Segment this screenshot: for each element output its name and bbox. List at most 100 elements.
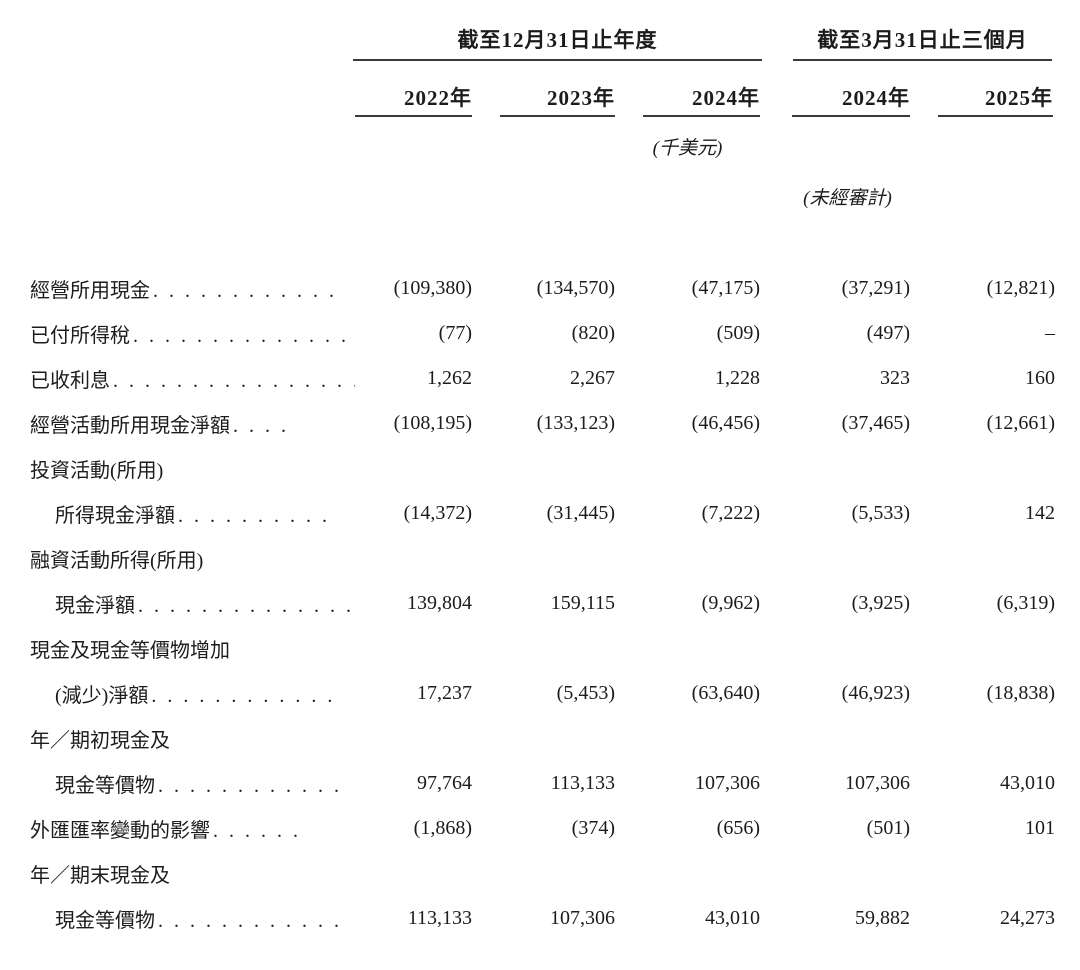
row-label: 現金及現金等價物增加 — [30, 640, 230, 662]
value-cell: (5,453) — [556, 682, 615, 704]
dot-leader: ...... — [213, 820, 309, 842]
currency-unit-note: (千美元) — [652, 138, 723, 159]
value-cell: 142 — [1025, 502, 1055, 524]
value-cell: (12,821) — [986, 277, 1055, 299]
value-cell: (374) — [571, 817, 615, 839]
value-cell: 107,306 — [695, 772, 760, 794]
value-cell: (46,923) — [841, 682, 910, 704]
row-label: 經營所用現金 — [30, 280, 150, 302]
value-cell: (7,222) — [701, 502, 760, 524]
row-label: 外匯匯率變動的影響 — [30, 820, 210, 842]
value-cell: 113,133 — [550, 772, 615, 794]
value-cell: (6,319) — [996, 592, 1055, 614]
year-column-header: 2024年 — [643, 82, 760, 117]
table-row: 年／期初現金及 — [30, 716, 1055, 761]
value-cell: 17,237 — [417, 682, 472, 704]
value-cell: (134,570) — [536, 277, 615, 299]
row-label-cell: 年／期末現金及 — [30, 859, 355, 888]
row-label-cell: 已付所得稅.............. — [30, 319, 355, 348]
table-row: 現金及現金等價物增加 — [30, 626, 1055, 671]
value-cell: 159,115 — [550, 592, 615, 614]
value-cell: (109,380) — [393, 277, 472, 299]
table-row: 融資活動所得(所用) — [30, 536, 1055, 581]
value-cell: 101 — [1025, 817, 1055, 839]
year-column-header: 2023年 — [500, 82, 615, 117]
period-group-quarterly-title: 截至3月31日止三個月 — [817, 28, 1028, 52]
row-label-cell: 融資活動所得(所用) — [30, 544, 355, 573]
value-cell: 43,010 — [1000, 772, 1055, 794]
dot-leader: ............ — [158, 910, 350, 932]
row-label: 投資活動(所用) — [30, 460, 164, 482]
value-cell: (46,456) — [691, 412, 760, 434]
dot-leader: ............ — [151, 685, 344, 707]
value-cell: (133,123) — [536, 412, 615, 434]
value-cell: 107,306 — [845, 772, 910, 794]
value-cell: (656) — [716, 817, 760, 839]
dot-leader: .............. — [133, 325, 355, 347]
table-row: 現金等價物............ 113,133 107,306 43,010 59,… — [30, 896, 1055, 941]
dot-leader: .... — [233, 415, 297, 437]
row-label: 現金淨額 — [55, 595, 135, 617]
value-cell: (47,175) — [691, 277, 760, 299]
value-cell: 1,228 — [715, 367, 760, 389]
value-cell: (12,661) — [986, 412, 1055, 434]
value-cell: 323 — [880, 367, 910, 389]
table-row: 現金等價物............ 97,764 113,133 107,306 107… — [30, 761, 1055, 806]
row-label: (減少)淨額 — [55, 685, 149, 707]
value-cell: 2,267 — [570, 367, 615, 389]
row-label: 現金等價物 — [55, 775, 155, 797]
value-cell: (497) — [866, 322, 910, 344]
value-cell: 1,262 — [427, 367, 472, 389]
year-column-header: 2022年 — [355, 82, 472, 117]
row-label-cell: 現金淨額.............. — [30, 589, 355, 618]
row-label: 已收利息 — [30, 370, 110, 392]
table-row: (減少)淨額............ 17,237 (5,453) (63,640) (… — [30, 671, 1055, 716]
value-cell: – — [1045, 322, 1055, 344]
table-row: 經營活動所用現金淨額 .... (108,195) (133,123) (46,456… — [30, 401, 1055, 446]
dot-leader: ................ — [113, 370, 355, 392]
table-row: 現金淨額.............. 139,804 159,115 (9,962) (… — [30, 581, 1055, 626]
table-row: 所得現金淨額.......... (14,372) (31,445) (7,222) (… — [30, 491, 1055, 536]
row-label-cell: (減少)淨額............ — [30, 679, 355, 708]
value-cell: (63,640) — [691, 682, 760, 704]
table-body: 經營所用現金............ (109,380) (134,570) (47,… — [30, 266, 1055, 941]
dot-leader: ............ — [153, 280, 345, 302]
row-label-cell: 外匯匯率變動的影響 ...... — [30, 814, 355, 843]
dot-leader: .......... — [178, 505, 338, 527]
period-group-annual-underline — [353, 59, 762, 61]
row-label-cell: 現金等價物............ — [30, 904, 355, 933]
row-label: 年／期初現金及 — [30, 730, 170, 752]
value-cell: (5,533) — [851, 502, 910, 524]
value-cell: (3,925) — [851, 592, 910, 614]
dot-leader: ............ — [158, 775, 350, 797]
row-label-cell: 現金等價物............ — [30, 769, 355, 798]
row-label-cell: 經營所用現金............ — [30, 274, 355, 303]
period-group-quarterly-underline — [793, 59, 1052, 61]
row-label-cell: 已收利息................ — [30, 364, 355, 393]
year-column-header: 2024年 — [792, 82, 910, 117]
dot-leader: .............. — [138, 595, 355, 617]
value-cell: 113,133 — [407, 907, 472, 929]
value-cell: (18,838) — [986, 682, 1055, 704]
year-column-header: 2025年 — [938, 82, 1053, 117]
value-cell: 24,273 — [1000, 907, 1055, 929]
row-label-cell: 投資活動(所用) — [30, 454, 355, 483]
value-cell: (37,291) — [841, 277, 910, 299]
table-row: 已付所得稅.............. (77) (820) (509) (497) – — [30, 311, 1055, 356]
row-label: 經營活動所用現金淨額 — [30, 415, 230, 437]
value-cell: (31,445) — [546, 502, 615, 524]
value-cell: 139,804 — [407, 592, 472, 614]
unaudited-note: (未經審計) — [803, 188, 892, 209]
table-row: 外匯匯率變動的影響 ...... (1,868) (374) (656) (501) 10… — [30, 806, 1055, 851]
value-cell: (501) — [866, 817, 910, 839]
table-row: 投資活動(所用) — [30, 446, 1055, 491]
value-cell: (509) — [716, 322, 760, 344]
value-cell: (37,465) — [841, 412, 910, 434]
value-cell: (14,372) — [403, 502, 472, 524]
row-label: 所得現金淨額 — [55, 505, 175, 527]
table-row: 已收利息................ 1,262 2,267 1,228 323 16… — [30, 356, 1055, 401]
row-label-cell: 現金及現金等價物增加 — [30, 634, 355, 663]
value-cell: (108,195) — [393, 412, 472, 434]
value-cell: 43,010 — [705, 907, 760, 929]
